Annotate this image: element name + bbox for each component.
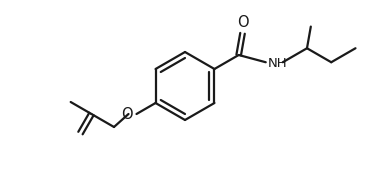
Text: O: O [121,106,133,121]
Text: NH: NH [268,57,288,70]
Text: O: O [237,15,248,30]
